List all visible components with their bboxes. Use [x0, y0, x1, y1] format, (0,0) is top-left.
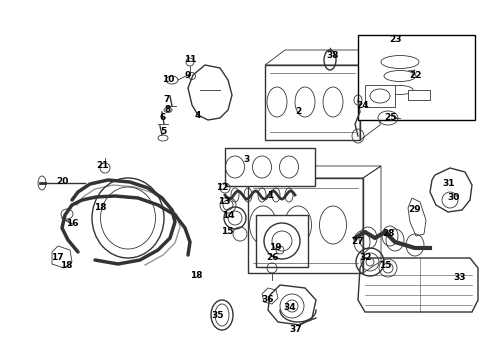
Text: 29: 29 — [409, 206, 421, 215]
Text: 1: 1 — [267, 190, 273, 199]
Text: 34: 34 — [284, 303, 296, 312]
Text: 15: 15 — [379, 261, 391, 270]
Text: 4: 4 — [195, 111, 201, 120]
Text: 11: 11 — [184, 55, 196, 64]
Text: 36: 36 — [262, 296, 274, 305]
Text: 10: 10 — [162, 76, 174, 85]
Text: 16: 16 — [66, 220, 78, 229]
Text: 25: 25 — [384, 113, 396, 122]
Bar — [358, 35, 475, 120]
Text: 23: 23 — [389, 36, 401, 45]
Bar — [365, 85, 395, 107]
Text: 15: 15 — [221, 226, 233, 235]
Bar — [408, 90, 430, 100]
Bar — [225, 148, 315, 186]
Text: 2: 2 — [295, 108, 301, 117]
Text: 7: 7 — [164, 95, 170, 104]
Text: 13: 13 — [218, 198, 230, 207]
Text: 38: 38 — [327, 50, 339, 59]
Bar — [256, 215, 308, 267]
Text: 19: 19 — [269, 243, 281, 252]
Text: 32: 32 — [360, 253, 372, 262]
Text: 22: 22 — [409, 71, 421, 80]
Text: 17: 17 — [50, 253, 63, 262]
Text: 33: 33 — [454, 274, 466, 283]
Text: 37: 37 — [290, 325, 302, 334]
Text: 21: 21 — [96, 161, 108, 170]
Text: 35: 35 — [212, 310, 224, 320]
Text: 12: 12 — [216, 184, 228, 193]
Text: 18: 18 — [190, 270, 202, 279]
Text: 24: 24 — [357, 100, 369, 109]
Text: 14: 14 — [221, 211, 234, 220]
Bar — [265, 65, 360, 140]
Text: 5: 5 — [160, 126, 166, 135]
Text: 31: 31 — [443, 179, 455, 188]
Text: 9: 9 — [185, 71, 191, 80]
Text: 27: 27 — [352, 237, 364, 246]
Text: 8: 8 — [165, 104, 171, 113]
Text: 18: 18 — [94, 203, 106, 212]
Text: 3: 3 — [243, 156, 249, 165]
Text: 30: 30 — [448, 193, 460, 202]
Bar — [248, 178, 363, 273]
Text: 28: 28 — [382, 229, 394, 238]
Text: 26: 26 — [266, 253, 278, 262]
Text: 20: 20 — [56, 176, 68, 185]
Text: 18: 18 — [60, 261, 72, 270]
Text: 6: 6 — [160, 112, 166, 122]
